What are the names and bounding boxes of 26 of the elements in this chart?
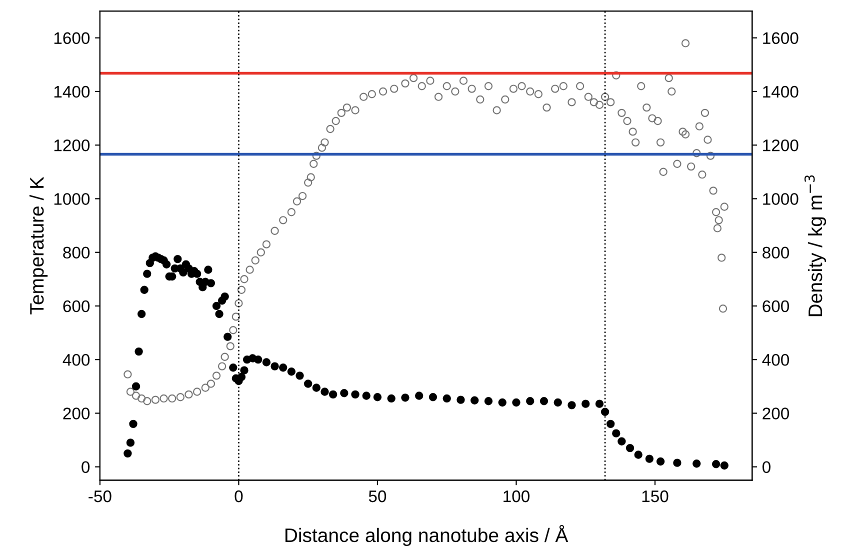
y-tick-label: 800 [63,246,90,259]
x-tick-label: 50 [368,490,386,502]
y2-tick-label: 1400 [763,86,798,98]
y-tick-label: 200 [63,408,90,420]
y-tick-label: 1200 [54,140,90,152]
y2-tick-label: 0 [762,461,770,474]
x-tick-label: 100 [504,490,530,502]
y2-axis-title: Density / kg m$^{−3}$ [804,175,826,316]
y-axis-title: Temperature / K [29,176,48,314]
y-tick-label: 400 [62,354,90,366]
x-axis-title: Distance along nanotube axis / Å [286,524,568,546]
y-tick-label: 600 [63,300,90,312]
y2-tick-label: 1200 [763,140,798,152]
y2-tick-label: 200 [762,408,790,420]
y2-tick-label: 600 [762,300,790,312]
x-tick-label: 150 [642,490,668,502]
y2-tick-label: 400 [762,354,790,366]
y-tick-label: 1600 [54,32,90,44]
x-tick-label: -50 [88,490,112,502]
y2-tick-label: 1000 [763,193,798,205]
y2-tick-label: 1600 [763,32,798,44]
x-tick-label: 0 [234,490,243,502]
y-tick-label: 1000 [54,193,90,205]
y-tick-label: 1400 [54,86,90,98]
y-tick-label: 0 [82,461,90,474]
y2-tick-label: 800 [762,246,790,259]
